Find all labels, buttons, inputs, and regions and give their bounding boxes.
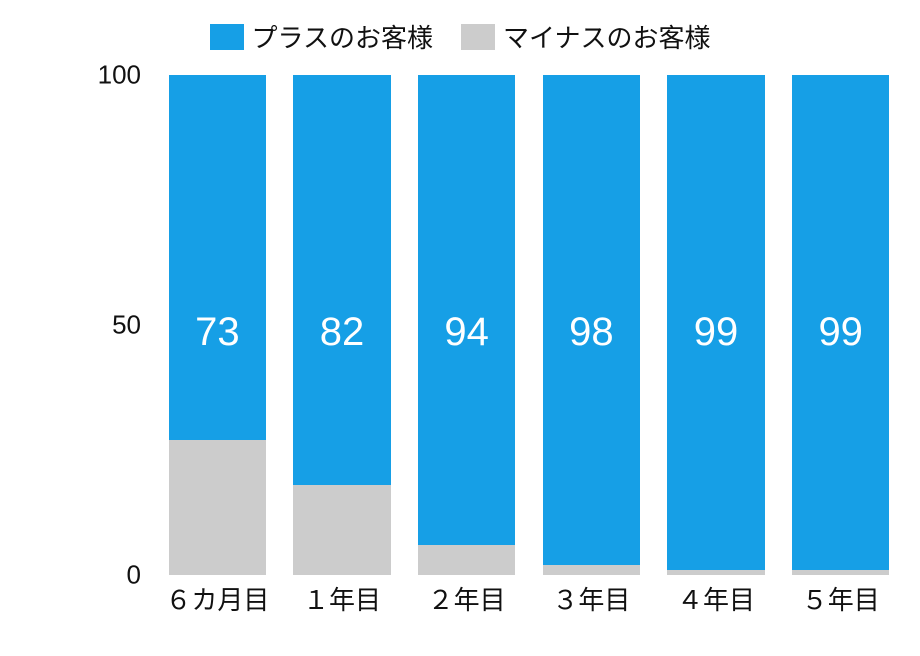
bar-segment-plus <box>792 75 889 570</box>
bar-segment-plus <box>293 75 390 485</box>
bar-segment-plus <box>169 75 266 440</box>
bars-container: 738294989999 <box>155 75 903 575</box>
stacked-bar-chart: プラスのお客様 マイナスのお客様 100 50 0 738294989999 ６… <box>0 0 920 656</box>
bar-segment-minus <box>418 545 515 575</box>
bar: 99 <box>667 75 764 575</box>
bar: 94 <box>418 75 515 575</box>
plot-area: 100 50 0 738294989999 <box>155 75 903 575</box>
x-tick-label: １年目 <box>280 580 405 617</box>
y-tick-100: 100 <box>98 60 141 91</box>
legend-item-plus: プラスのお客様 <box>210 18 433 55</box>
bar-slot: 99 <box>778 75 903 575</box>
bar-segment-plus <box>543 75 640 565</box>
legend-label-plus: プラスのお客様 <box>252 18 433 55</box>
y-tick-50: 50 <box>112 310 141 341</box>
legend: プラスのお客様 マイナスのお客様 <box>0 18 920 55</box>
legend-item-minus: マイナスのお客様 <box>461 18 710 55</box>
bar-slot: 82 <box>280 75 405 575</box>
legend-label-minus: マイナスのお客様 <box>503 18 710 55</box>
bar-slot: 73 <box>155 75 280 575</box>
bar-segment-minus <box>667 570 764 575</box>
x-tick-label: ４年目 <box>654 580 779 617</box>
bar: 99 <box>792 75 889 575</box>
legend-swatch-minus <box>461 24 495 50</box>
bar-segment-plus <box>667 75 764 570</box>
bar-segment-plus <box>418 75 515 545</box>
bar: 98 <box>543 75 640 575</box>
legend-swatch-plus <box>210 24 244 50</box>
x-tick-label: ６カ月目 <box>155 580 280 617</box>
bar: 82 <box>293 75 390 575</box>
bar-slot: 98 <box>529 75 654 575</box>
bar-slot: 94 <box>404 75 529 575</box>
bar-segment-minus <box>792 570 889 575</box>
x-tick-label: ２年目 <box>404 580 529 617</box>
bar: 73 <box>169 75 266 575</box>
x-tick-label: ５年目 <box>778 580 903 617</box>
y-tick-0: 0 <box>127 560 141 591</box>
bar-segment-minus <box>293 485 390 575</box>
bar-segment-minus <box>169 440 266 575</box>
x-axis-labels: ６カ月目１年目２年目３年目４年目５年目 <box>155 580 903 617</box>
bar-slot: 99 <box>654 75 779 575</box>
bar-segment-minus <box>543 565 640 575</box>
x-tick-label: ３年目 <box>529 580 654 617</box>
